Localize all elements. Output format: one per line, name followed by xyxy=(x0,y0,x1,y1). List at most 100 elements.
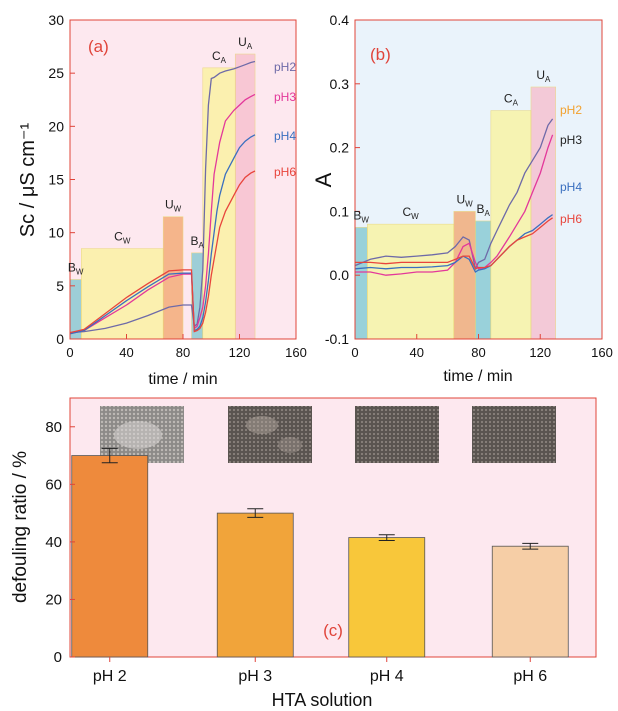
y-tick-label: 5 xyxy=(56,278,64,294)
stage-label-ua: UA xyxy=(536,68,551,84)
series-line-ph6 xyxy=(355,217,553,270)
stage-band-uw xyxy=(162,216,184,340)
stage-label-ba: BA xyxy=(476,202,490,218)
x-tick-label: 80 xyxy=(471,345,485,360)
bar-ph6 xyxy=(491,545,569,658)
series-line-ph2 xyxy=(69,60,256,334)
membrane-photo-ph2 xyxy=(100,406,184,463)
x-tick-label: 40 xyxy=(119,345,133,360)
panel-c-bars xyxy=(71,447,569,658)
series-label-ph6: pH6 xyxy=(274,165,296,179)
panel-a-series xyxy=(69,60,256,335)
series-line-ph2 xyxy=(354,118,554,271)
y-tick-label: 30 xyxy=(48,12,64,28)
x-tick-label: 120 xyxy=(529,345,551,360)
panel-a-stage-labels: BW CW UW BA CA UA xyxy=(68,35,253,276)
stage-band-ca xyxy=(490,110,532,340)
y-tick-label: 0.1 xyxy=(330,203,350,219)
panel-b-label: (b) xyxy=(370,45,391,64)
y-tick-label: 60 xyxy=(45,476,62,493)
stage-label-uw: UW xyxy=(456,192,473,208)
panel-b-series xyxy=(354,118,554,276)
stage-label-ca: CA xyxy=(212,49,227,65)
bar-ph2 xyxy=(71,455,149,658)
y-tick-label: 0 xyxy=(54,649,62,666)
y-tick-label: 0.3 xyxy=(330,76,350,92)
membrane-photo-ph3 xyxy=(228,406,312,463)
panel-a-axes: 0 40 80 120 160 0 5 10 15 20 25 30 xyxy=(48,12,306,360)
stage-band-ua xyxy=(234,53,256,340)
stage-label-ua: UA xyxy=(238,35,253,51)
x-tick-label: 160 xyxy=(285,345,307,360)
panel-b-axes: 0 40 80 120 160 -0.1 0.0 0.1 0.2 0.3 0.4 xyxy=(325,12,613,360)
x-tick-label: 40 xyxy=(410,345,424,360)
y-tick-label: 10 xyxy=(48,225,64,241)
x-tick-label: 120 xyxy=(229,345,251,360)
x-tick-label: 0 xyxy=(66,345,73,360)
stage-label-ba: BA xyxy=(190,234,204,250)
stage-band-ua xyxy=(530,86,556,340)
series-label-ph6: pH6 xyxy=(560,212,582,226)
panel-b-ylabel: A xyxy=(311,172,336,187)
membrane-photo-ph6 xyxy=(472,406,556,463)
y-tick-label: 0.2 xyxy=(330,140,350,156)
series-line-ph3 xyxy=(355,134,554,276)
series-label-ph3: pH3 xyxy=(274,90,296,104)
panel-c-axes: pH 2 pH 3 pH 4 pH 6 0 20 40 60 80 xyxy=(45,419,547,685)
series-label-ph2: pH2 xyxy=(274,60,296,74)
y-tick-label: 80 xyxy=(45,419,62,436)
y-tick-label: 0.0 xyxy=(330,267,350,283)
panel-c-chart: pH 2 pH 3 pH 4 pH 6 0 20 40 60 80 (c) HTA soluti… xyxy=(10,397,597,710)
bar-ph3 xyxy=(216,512,294,658)
y-tick-label: 0.4 xyxy=(330,12,350,28)
stage-band-uw xyxy=(453,211,476,340)
x-tick-label: 0 xyxy=(351,345,358,360)
panel-a-xlabel: time / min xyxy=(148,371,217,388)
stage-label-cw: CW xyxy=(402,205,419,221)
stage-label-bw: BW xyxy=(68,260,84,276)
x-tick-label: pH 6 xyxy=(513,668,547,685)
series-line-ph3 xyxy=(69,93,256,335)
panel-c-label: (c) xyxy=(323,621,343,640)
x-tick-label: 80 xyxy=(176,345,190,360)
panel-a-chart: 0 40 80 120 160 0 5 10 15 20 25 30 BW CW UW BA CA UA pH2… xyxy=(17,12,307,388)
bar-ph4 xyxy=(348,537,426,658)
series-label-ph2: pH2 xyxy=(560,103,582,117)
y-tick-label: 0 xyxy=(56,331,64,347)
stage-label-bw: BW xyxy=(353,208,369,224)
y-tick-label: 20 xyxy=(45,591,62,608)
x-tick-label: pH 4 xyxy=(370,668,404,685)
y-tick-label: 15 xyxy=(48,172,64,188)
stage-label-uw: UW xyxy=(165,198,182,214)
panel-b-xlabel: time / min xyxy=(443,368,512,385)
y-tick-label: 40 xyxy=(45,534,62,551)
panel-a-series-labels: pH2 pH3 pH4 pH6 xyxy=(274,60,296,179)
series-line-ph4 xyxy=(354,214,553,273)
panel-a-label: (a) xyxy=(88,37,109,56)
panel-b-chart: 0 40 80 120 160 -0.1 0.0 0.1 0.2 0.3 0.4 BW CW UW BA C… xyxy=(311,12,613,385)
panel-b-stages xyxy=(354,86,556,340)
stage-label-cw: CW xyxy=(114,230,131,246)
stage-band-cw xyxy=(367,223,455,340)
stage-label-ca: CA xyxy=(504,92,519,108)
panel-c-xlabel: HTA solution xyxy=(272,690,373,710)
series-label-ph4: pH4 xyxy=(560,180,582,194)
x-tick-label: pH 2 xyxy=(93,668,127,685)
stage-band-ba xyxy=(475,220,492,340)
y-tick-label: -0.1 xyxy=(325,331,349,347)
stage-band-bw xyxy=(354,227,368,340)
panel-b-stage-labels: BW CW UW BA CA UA xyxy=(353,68,551,224)
series-line-ph4 xyxy=(69,134,256,335)
panel-b-series-labels: pH2 pH3 pH4 pH6 xyxy=(560,103,582,226)
series-line-ph6 xyxy=(69,170,256,334)
x-tick-label: pH 3 xyxy=(238,668,272,685)
series-label-ph3: pH3 xyxy=(560,133,582,147)
panel-c-ylabel: defouling ratio / % xyxy=(10,451,31,603)
y-tick-label: 25 xyxy=(48,65,64,81)
x-tick-label: 160 xyxy=(591,345,613,360)
y-tick-label: 20 xyxy=(48,118,64,134)
membrane-photo-ph4 xyxy=(355,406,439,463)
series-label-ph4: pH4 xyxy=(274,129,296,143)
panel-a-ylabel: Sc / μS cm⁻¹ xyxy=(17,123,39,238)
